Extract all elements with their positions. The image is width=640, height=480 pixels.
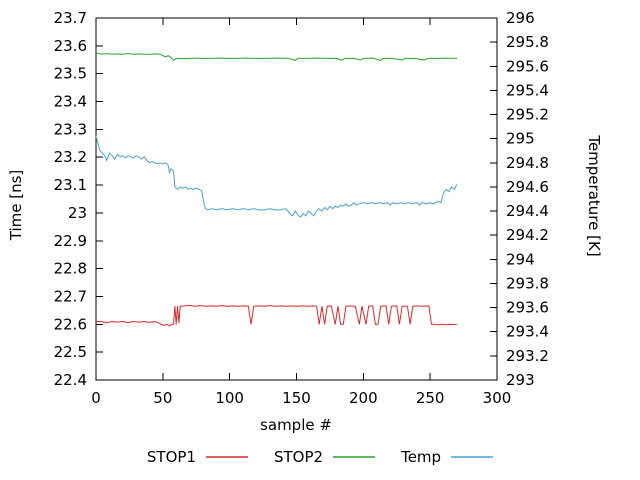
legend-item-stop2: STOP2 xyxy=(274,448,376,466)
y-tick-label: 22.6 xyxy=(54,315,87,333)
y-tick-label: 23 xyxy=(68,204,87,222)
y-tick-label: 23.4 xyxy=(54,93,87,111)
x-axis-label: sample # xyxy=(260,416,332,434)
y2-tick-label: 294 xyxy=(506,250,535,268)
y2-tick-label: 295.4 xyxy=(506,81,549,99)
y2-tick-label: 295.2 xyxy=(506,106,549,124)
y2-tick-label: 296 xyxy=(506,9,535,27)
legend-line-sample-stop2 xyxy=(333,456,376,458)
x-tick-label: 50 xyxy=(153,389,172,407)
y2-tick-label: 294.2 xyxy=(506,226,549,244)
x-tick-label: 0 xyxy=(91,389,101,407)
y2-tick-label: 294.4 xyxy=(506,202,549,220)
y-tick-label: 22.9 xyxy=(54,232,87,250)
series-line-temp xyxy=(95,136,458,218)
legend-label-temp: Temp xyxy=(401,448,442,466)
legend-label-stop2: STOP2 xyxy=(274,448,324,466)
legend-item-temp: Temp xyxy=(401,448,494,466)
y-axis-label: Time [ns] xyxy=(7,169,25,241)
y2-tick-label: 294.8 xyxy=(506,154,549,172)
y2-tick-label: 293.4 xyxy=(506,323,549,341)
plot-border xyxy=(95,17,498,381)
x-tick-label: 250 xyxy=(416,389,445,407)
y-tick-label: 23.2 xyxy=(54,148,87,166)
y-tick-label: 22.8 xyxy=(54,260,87,278)
y-tick-label: 22.4 xyxy=(54,371,87,389)
y-tick-label: 23.5 xyxy=(54,65,87,83)
legend-line-sample-stop1 xyxy=(206,456,248,458)
y-tick-label: 23.7 xyxy=(54,9,87,27)
y-tick-label: 22.5 xyxy=(54,343,87,361)
y2-tick-label: 295.8 xyxy=(506,33,549,51)
y-tick-label: 23.6 xyxy=(54,37,87,55)
y-tick-label: 23.1 xyxy=(54,176,87,194)
x-tick-label: 100 xyxy=(215,389,244,407)
series-line-stop2 xyxy=(95,52,457,61)
y-tick-label: 23.3 xyxy=(54,120,87,138)
y2-tick-label: 295.6 xyxy=(506,57,549,75)
x-tick-label: 300 xyxy=(483,389,512,407)
legend-line-sample-temp xyxy=(451,456,494,458)
y-tick-label: 22.7 xyxy=(54,287,87,305)
series-line-stop1 xyxy=(96,304,457,327)
y2-tick-label: 293.2 xyxy=(506,347,549,365)
y2-tick-label: 294.6 xyxy=(506,178,549,196)
x-tick-label: 150 xyxy=(282,389,311,407)
y2-axis-label: Temperature [K] xyxy=(585,135,603,257)
y2-tick-label: 295 xyxy=(506,130,535,148)
x-tick-label: 200 xyxy=(349,389,378,407)
y2-tick-label: 293.8 xyxy=(506,274,549,292)
y2-tick-label: 293 xyxy=(506,371,535,389)
y2-tick-label: 293.6 xyxy=(506,299,549,317)
legend-item-stop1: STOP1 xyxy=(147,448,248,466)
legend: STOP1 STOP2 Temp xyxy=(0,448,640,466)
legend-label-stop1: STOP1 xyxy=(146,448,196,466)
